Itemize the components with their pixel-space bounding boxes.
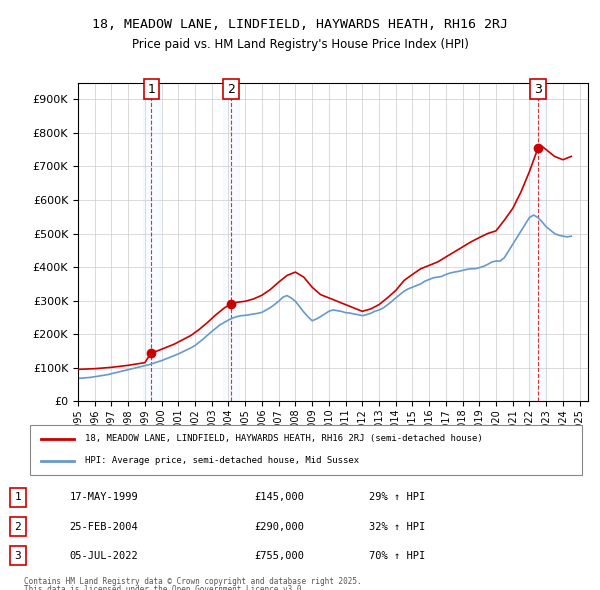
Text: 25-FEB-2004: 25-FEB-2004 [70,522,139,532]
Text: 18, MEADOW LANE, LINDFIELD, HAYWARDS HEATH, RH16 2RJ: 18, MEADOW LANE, LINDFIELD, HAYWARDS HEA… [92,18,508,31]
Text: £755,000: £755,000 [254,551,304,560]
Bar [223,83,239,401]
Text: 2: 2 [14,522,21,532]
Text: 29% ↑ HPI: 29% ↑ HPI [369,493,425,502]
Text: 3: 3 [14,551,21,560]
Text: 70% ↑ HPI: 70% ↑ HPI [369,551,425,560]
Text: 32% ↑ HPI: 32% ↑ HPI [369,522,425,532]
Text: 1: 1 [148,83,155,96]
Text: This data is licensed under the Open Government Licence v3.0.: This data is licensed under the Open Gov… [24,585,306,590]
Text: 05-JUL-2022: 05-JUL-2022 [70,551,139,560]
Text: 17-MAY-1999: 17-MAY-1999 [70,493,139,502]
Bar [143,83,160,401]
Text: £290,000: £290,000 [254,522,304,532]
Text: Price paid vs. HM Land Registry's House Price Index (HPI): Price paid vs. HM Land Registry's House … [131,38,469,51]
Text: £145,000: £145,000 [254,493,304,502]
Text: 18, MEADOW LANE, LINDFIELD, HAYWARDS HEATH, RH16 2RJ (semi-detached house): 18, MEADOW LANE, LINDFIELD, HAYWARDS HEA… [85,434,483,443]
Bar [530,83,547,401]
Text: Contains HM Land Registry data © Crown copyright and database right 2025.: Contains HM Land Registry data © Crown c… [24,577,362,586]
FancyBboxPatch shape [30,425,582,475]
Text: HPI: Average price, semi-detached house, Mid Sussex: HPI: Average price, semi-detached house,… [85,457,359,466]
Text: 3: 3 [534,83,542,96]
Text: 2: 2 [227,83,235,96]
Text: 1: 1 [14,493,21,502]
